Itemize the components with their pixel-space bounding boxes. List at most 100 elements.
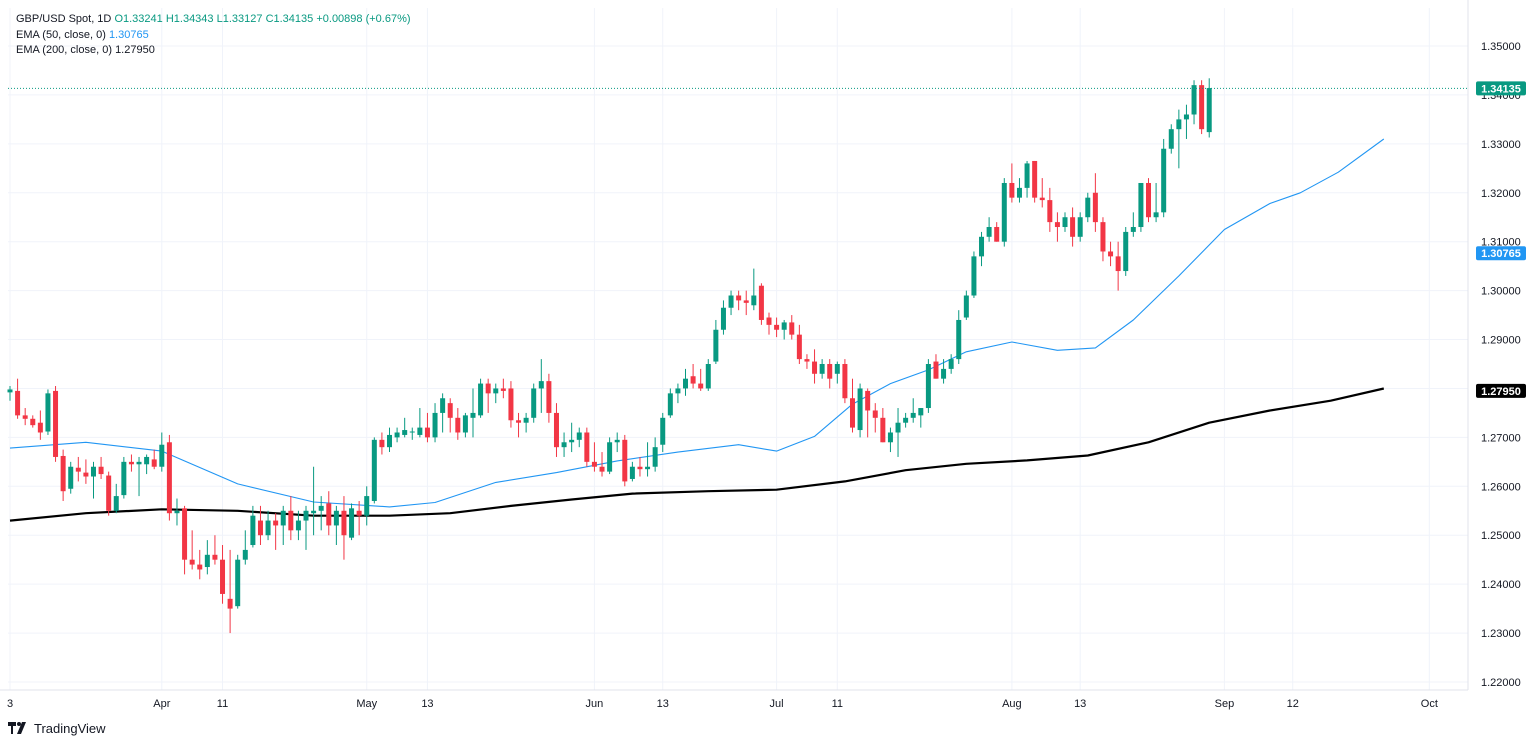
candle [356,500,362,536]
candle-body [569,439,575,443]
candle [364,486,370,526]
candle-body [106,475,112,511]
x-tick-label: Jul [770,698,784,710]
candle [128,454,134,472]
x-tick-label: Jun [586,698,604,710]
candle-body [387,434,392,448]
candle [766,312,772,335]
candle-body [1191,85,1197,115]
x-tick-label: Apr [153,698,170,710]
candle-body [1016,187,1022,198]
candle-body [144,456,150,465]
candle-body [417,427,423,435]
candle-body [303,510,309,521]
candle-body [166,442,172,514]
candle-body [880,417,886,443]
last-price-tag: 1.34135 [1476,81,1526,96]
candle-body [273,520,279,526]
candle-body [159,444,165,467]
candle-body [637,466,643,470]
candle [424,412,430,443]
candle [455,408,461,440]
candle-body [561,442,567,448]
symbol-label[interactable]: GBP/USD Spot, 1D [16,13,112,25]
candle-body [865,390,871,411]
candle-body [182,508,188,560]
candle [333,505,339,546]
ema200-legend-row[interactable]: EMA (200, close, 0) 1.27950 [16,43,411,59]
candle-body [887,432,893,443]
x-tick-label: Sep [1215,698,1235,710]
candle-body [288,510,294,531]
candle [781,319,787,340]
ema50-legend-row[interactable]: EMA (50, close, 0) 1.30765 [16,28,411,44]
candle-body [781,322,787,330]
candle [1085,192,1091,223]
candle [1123,227,1129,276]
candle [349,503,355,541]
candle-body [683,378,689,389]
candle [827,359,833,389]
candle-body [1054,222,1060,228]
candle-body [333,510,339,526]
candle [994,222,1000,242]
candle [151,449,157,470]
candle-body [409,431,415,433]
tradingview-logo[interactable]: TradingView [8,718,106,738]
tradingview-icon [8,722,26,734]
y-tick-label: 1.24000 [1481,579,1521,591]
candle-body [22,415,28,419]
candle [402,417,408,438]
candle-body [1032,160,1038,198]
candle-body [698,383,704,389]
candle-body [1001,182,1007,242]
candle-body [447,403,453,418]
candle [660,412,666,453]
candle [447,398,453,433]
candle-body [508,388,514,421]
candle [675,383,681,404]
y-tick-label: 1.25000 [1481,530,1521,542]
candle-body [311,510,317,514]
ema50-value: 1.30765 [108,28,149,41]
candle [652,437,658,472]
candle [508,381,514,428]
candle [189,530,195,570]
candle-body [1100,222,1106,252]
candle-body [629,466,635,479]
price-tags: 1.34135 1.30765 1.27950 [1476,81,1526,398]
candle-body [349,508,355,538]
candle-body [136,461,142,465]
candle-body [622,439,628,482]
candle [478,378,484,418]
candle-body [1153,212,1159,218]
candle [379,432,385,455]
candle [880,408,886,443]
candle [971,251,977,298]
candle [470,388,476,438]
candle-body [546,381,552,413]
candle [986,217,992,242]
candle-body [720,307,726,330]
candle-body [1077,217,1083,237]
chart-legend: GBP/USD Spot, 1D O1.33241 H1.34343 L1.33… [16,12,411,59]
candle [705,359,711,391]
ema200-line [9,387,1385,522]
candle [1100,217,1106,262]
x-tick-label: 13 [657,698,669,710]
candle [667,388,673,418]
candle [933,354,939,379]
ema50-price-tag-bg [1476,246,1526,261]
y-tick-label: 1.23000 [1481,628,1521,640]
candle [1077,212,1083,242]
candle [295,510,301,541]
ema50-line [9,138,1385,508]
candle-body [121,461,127,496]
candle-body [834,364,840,374]
candle [174,498,180,526]
candle-body [774,324,780,330]
candle [121,456,127,499]
y-tick-label: 1.32000 [1481,188,1521,200]
